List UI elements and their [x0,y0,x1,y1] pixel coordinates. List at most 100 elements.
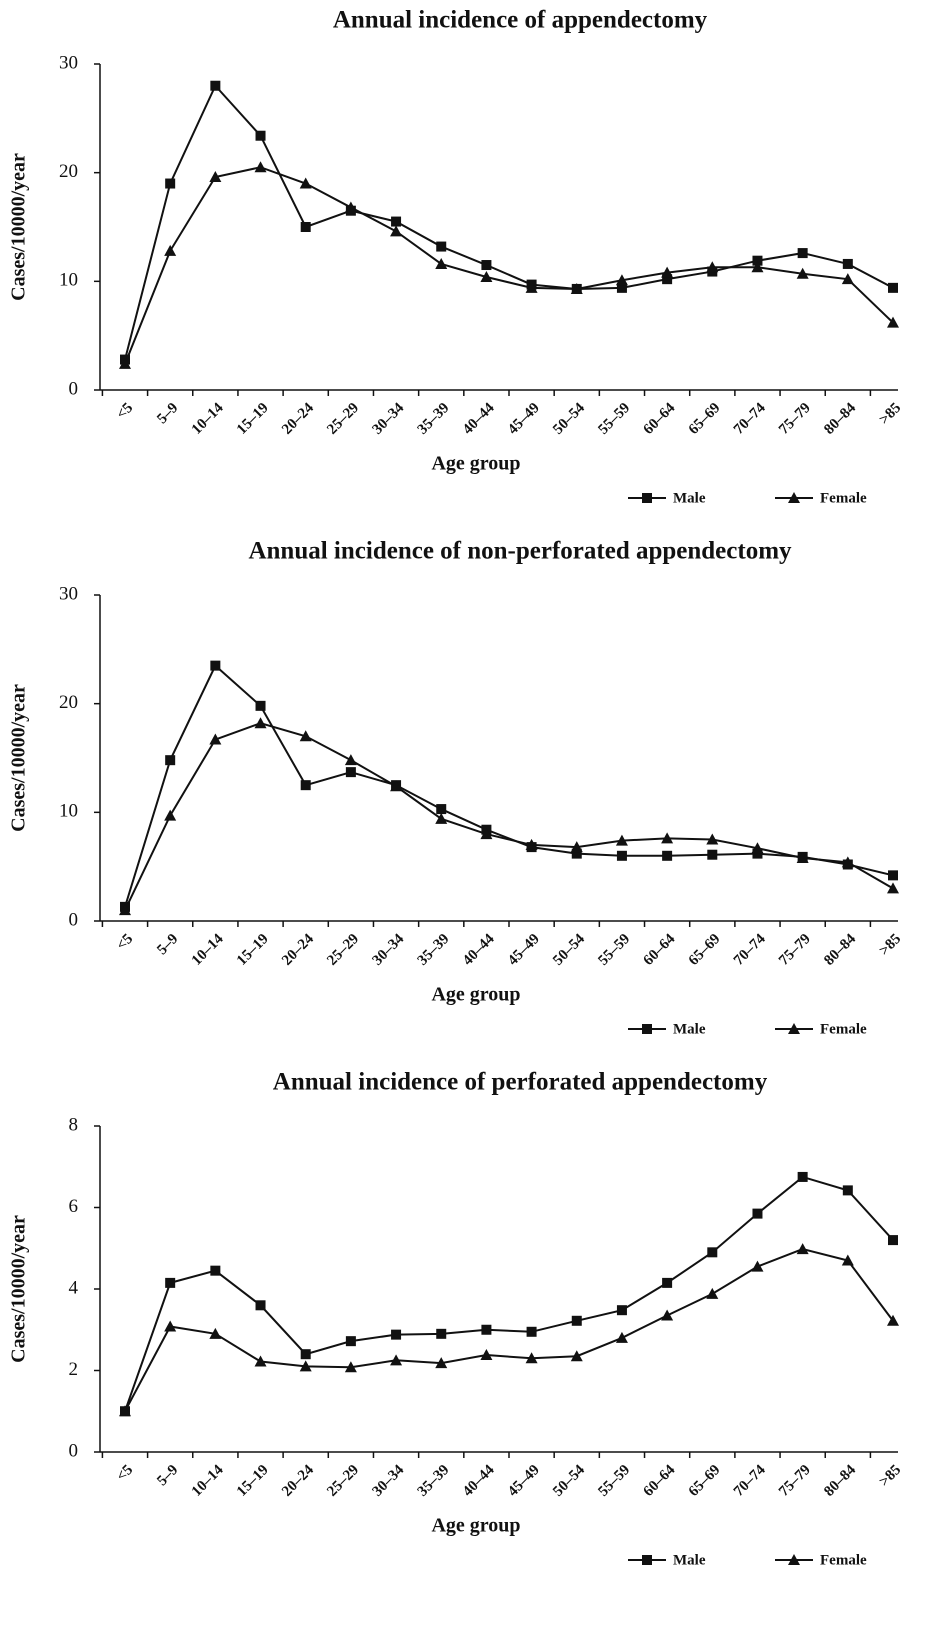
x-tick-label: 30–34 [369,400,407,438]
x-tick-label: 30–34 [369,931,407,969]
x-tick-label: 70–74 [731,1462,769,1500]
marker [436,241,447,252]
marker [571,1315,582,1326]
x-tick-label: >85 [876,1462,904,1490]
chart-title: Annual incidence of appendectomy [333,7,708,34]
marker [391,1329,402,1340]
y-tick-label: 30 [59,52,78,73]
y-tick-label: 20 [59,161,78,182]
marker [706,261,719,273]
marker [796,267,809,279]
x-tick-label: 30–34 [369,1462,407,1500]
x-tick-label: 65–69 [686,1462,724,1500]
x-tick-label: 15–19 [234,1462,272,1500]
x-tick-label: 70–74 [731,931,769,969]
legend-marker [642,1555,652,1565]
legend-label: Male [673,1552,706,1568]
marker [165,178,176,189]
x-tick-label: 60–64 [641,1462,679,1500]
marker [887,1314,899,1326]
x-tick-label: 60–64 [641,931,679,969]
marker [751,261,764,273]
marker [345,767,356,778]
marker [615,834,628,846]
x-tick-label: 45–49 [505,931,543,969]
x-tick-label: 35–39 [415,931,453,969]
marker [435,812,448,824]
marker [888,1235,898,1246]
x-tick-label: 20–24 [279,400,317,438]
x-tick-label: 50–54 [550,1462,588,1500]
marker [525,1352,538,1364]
marker [165,1277,176,1288]
marker [209,171,222,183]
legend-marker [788,1023,800,1034]
x-tick-label: 25–29 [324,1462,362,1500]
marker [254,161,267,173]
x-tick-label: >85 [876,931,904,959]
x-tick-label: <5 [114,931,137,954]
y-tick-label: 10 [59,801,78,822]
legend-label: Female [820,1021,867,1037]
marker [481,1324,492,1335]
x-tick-label: 5–9 [154,1462,181,1489]
marker [570,1350,583,1362]
x-tick-label: 65–69 [686,931,724,969]
x-tick-label: 40–44 [460,931,498,969]
legend-label: Male [673,1021,706,1037]
chart-title: Annual incidence of perforated appendect… [273,1069,768,1096]
x-tick-label: 5–9 [154,400,181,427]
marker [570,841,583,853]
x-tick-label: 55–59 [595,1462,633,1500]
marker [390,1354,403,1366]
marker [300,780,311,791]
x-tick-label: <5 [114,1462,137,1485]
x-tick-label: 75–79 [776,400,814,438]
marker [344,754,357,766]
marker [526,1326,537,1337]
chart-title: Annual incidence of non-perforated appen… [248,538,792,565]
y-tick-label: 0 [69,378,79,399]
x-axis-label: Age group [431,1515,520,1537]
legend-label: Female [820,1552,867,1568]
x-tick-label: 40–44 [460,1462,498,1500]
series-line [124,166,894,365]
marker [344,1361,357,1373]
series-line [124,664,894,908]
marker [570,282,583,294]
x-tick-label: 55–59 [595,931,633,969]
legend-marker [642,1024,652,1034]
marker [210,660,221,671]
marker [796,851,809,863]
x-tick-label: 45–49 [505,400,543,438]
marker [616,850,627,861]
y-tick-label: 0 [69,909,79,930]
marker [707,849,718,860]
marker [662,274,673,285]
x-tick-label: 35–39 [415,400,453,438]
marker [435,1357,448,1369]
x-tick-label: >85 [876,400,904,428]
marker [616,1305,627,1316]
marker [344,201,357,213]
x-axis-label: Age group [431,984,520,1006]
marker [299,1360,312,1372]
marker [299,730,312,742]
y-tick-label: 30 [59,583,78,604]
marker [797,1171,808,1182]
y-tick-label: 10 [59,270,78,291]
x-tick-label: 5–9 [154,931,181,958]
x-tick-label: 15–19 [234,400,272,438]
marker [210,80,221,91]
marker [119,357,131,369]
x-axis-label: Age group [431,453,520,475]
marker [300,222,311,232]
marker [661,266,674,278]
marker [615,1331,628,1343]
marker [119,904,131,916]
marker [841,856,854,868]
marker [525,838,538,850]
marker [841,1254,854,1266]
x-tick-label: 10–14 [189,931,227,969]
